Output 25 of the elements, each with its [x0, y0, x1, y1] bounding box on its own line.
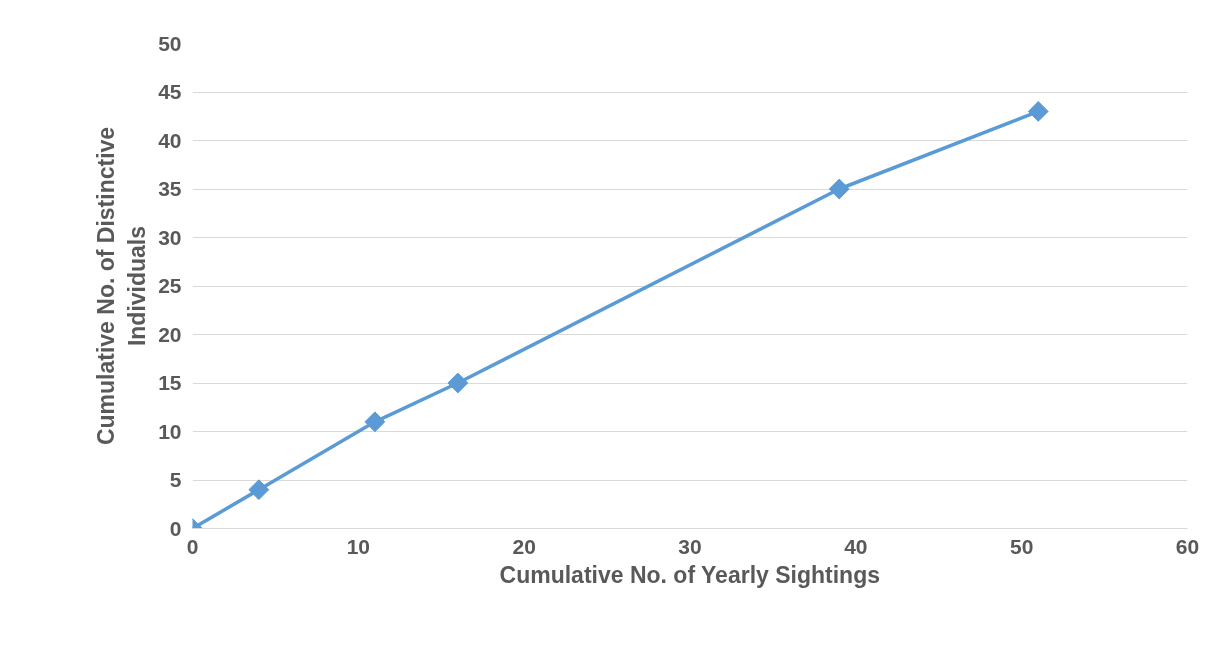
- x-tick-label: 40: [844, 534, 868, 558]
- y-tick-label: 40: [158, 128, 182, 152]
- y-tick-label: 10: [158, 419, 182, 443]
- x-tick-label: 20: [512, 534, 536, 558]
- y-axis-title: Cumulative No. of Distinctive Individuals: [92, 126, 151, 446]
- x-tick-label: 50: [1009, 534, 1034, 558]
- y-tick-label: 35: [158, 177, 182, 200]
- y-tick-label: 30: [158, 225, 182, 249]
- y-tick-label: 15: [158, 371, 182, 394]
- point: [447, 372, 469, 394]
- point: [248, 479, 270, 501]
- y-tick-label: 5: [169, 468, 182, 491]
- y-tick-label: 20: [158, 322, 182, 346]
- x-tick-label: 10: [346, 534, 371, 558]
- x-tick-label: 0: [186, 534, 199, 558]
- y-tick-label: 25: [158, 274, 182, 297]
- point: [828, 178, 850, 200]
- point: [1027, 101, 1049, 122]
- x-tick-label: 60: [1175, 534, 1200, 558]
- x-tick-label: 30: [678, 534, 702, 558]
- x-axis-title: Cumulative No. of Yearly Sightings: [499, 561, 881, 588]
- y-tick-label: 0: [169, 516, 182, 540]
- y-tick-label: 45: [158, 80, 182, 103]
- y-tick-label: 50: [158, 31, 182, 55]
- point: [364, 411, 386, 433]
